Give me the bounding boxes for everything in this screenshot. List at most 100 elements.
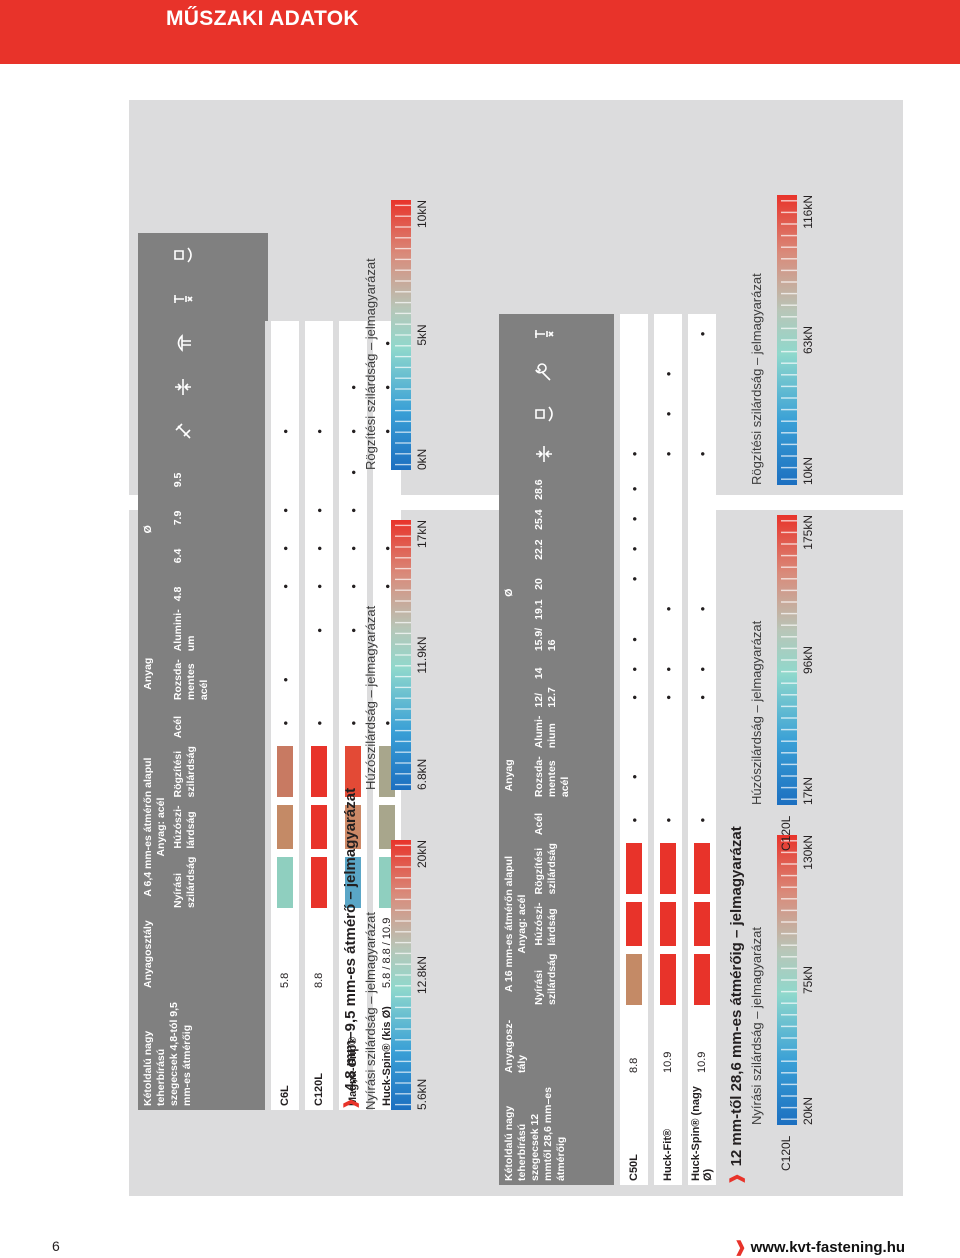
strength-swatch [685,839,716,899]
strength-group-header: A 6,4 mm-es átmérőn alapul Anyag: acél [138,742,168,912]
legend-gradient-bar [391,840,411,1110]
round-head-icon [529,393,617,434]
rivet-head-icon [168,321,268,366]
diameter-group-header: Ø [499,473,529,712]
availability-dot [268,365,302,410]
legend-tick: 11.9kN [415,636,429,674]
availability-dot: • [685,313,716,354]
strength-col-header: Húzószi-lárdság [529,898,617,950]
legend-0: Nyírási szilárdság – jelmagyarázat 20kN 75… [749,835,819,1125]
product-name: Huck-Spin® (nagy Ø) [685,1077,716,1185]
legend-tick: 96kN [801,645,815,675]
availability-dot [651,473,685,504]
availability-dot: • [302,704,336,743]
legend-gradient-bar [391,520,411,790]
diameter-col-header: 9.5 [168,453,268,492]
availability-dot [302,321,336,366]
strength-col-header: Nyírási szilárdság [529,949,617,1009]
material-col-header: Rozsda-mentes acél [168,655,268,705]
product-name: Huck-Fit® [651,1077,685,1185]
availability-dot: • [617,533,651,564]
legend-title-small: ❱4,8 mm–9,5 mm-es átmérő – jelmagyarázat [342,787,359,1110]
availability-dot: • [651,655,685,684]
table-row: Huck-Spin® (nagy Ø) 10.9 • • • • • • [685,313,716,1185]
availability-dot: • [617,801,651,840]
legend-tick: 20kN [801,1096,815,1125]
legend-tick: 6.8kN [415,758,429,790]
legend-prefix: C120L [779,815,793,851]
strength-color-swatch [277,746,293,798]
legend-label: Rögzítési szilárdság – jelmagyarázat [749,273,764,485]
strength-color-swatch [694,953,710,1005]
legend-label: Rögzítési szilárdság – jelmagyarázat [363,258,378,470]
strength-color-swatch [694,843,710,895]
strength-swatch [651,839,685,899]
material-class: 5.8 [268,912,302,992]
diameter-col-header: 4.8 [168,567,268,606]
availability-dot: • [685,433,716,474]
website-link[interactable]: ❱ www.kvt-fastening.hu [734,1239,906,1256]
legend-title-large: ❱12 mm-től 28,6 mm-es átmérőig – jelmagy… [728,826,745,1185]
legend-tick: 130kN [801,835,815,870]
strength-col-header: Nyírási szilárdság [168,852,268,912]
availability-dot: • [617,503,651,534]
legend-tick: 0kN [415,448,429,470]
availability-dot: • [651,433,685,474]
strength-group-header: A 16 mm-es átmérőn alapul Anyag: acél [499,839,529,1009]
table-row: C50L 8.8 • • • • • • • • • • [617,313,651,1185]
availability-dot [685,563,716,594]
strength-swatch [685,898,716,950]
strength-col-header: Rögzítési szilárdság [529,839,617,899]
impact-wrench-icon [168,409,268,454]
availability-dot: • [268,491,302,530]
spec-table-large: Kétoldalú nagy teherbírású szegecsek 12 … [499,175,716,1185]
legend-tick: 20kN [415,840,429,869]
strength-color-swatch [311,856,327,908]
legend-tick: 63kN [801,325,815,355]
legend-1: Húzószilárdság – jelmagyarázat 17kN 96kN 17… [749,515,819,805]
availability-dot: • [685,593,716,624]
class-header: Anyagosz-tály [499,1009,617,1077]
diameter-group-header: Ø [138,453,168,606]
spec-table-small: Kétoldalú nagy teherbírású szegecsek 4,8… [138,100,401,1110]
availability-dot [651,313,685,354]
availability-dot [268,453,302,492]
availability-dot: • [617,473,651,504]
availability-dot: • [617,623,651,656]
material-col-header: Rozsda-mentes acél [529,752,617,802]
availability-dot: • [268,655,302,705]
availability-dot: • [302,567,336,606]
availability-dot: • [617,655,651,684]
strength-swatch [302,742,336,802]
table-title: Kétoldalú nagy teherbírású szegecsek 12 … [499,1077,617,1185]
legend-tick: 17kN [415,520,429,549]
strength-swatch [617,949,651,1009]
material-class: 10.9 [685,1009,716,1077]
availability-dot [651,533,685,564]
availability-dot: • [651,393,685,434]
large-diameter-section: Kétoldalú nagy teherbírású szegecsek 12 … [499,175,829,1185]
legend-2: Rögzítési szilárdság – jelmagyarázat 0kN 5… [363,200,433,470]
thickness-range-icon [168,365,268,410]
availability-dot: • [302,529,336,568]
strength-swatch [651,898,685,950]
strength-color-swatch [694,902,710,946]
legend-tick: 10kN [415,200,429,229]
strength-swatch [268,852,302,912]
availability-dot [617,393,651,434]
availability-dot: • [302,409,336,454]
strength-color-swatch [311,746,327,798]
availability-dot [302,655,336,705]
strength-swatch [685,949,716,1009]
availability-dot: • [617,563,651,594]
availability-dot: • [617,683,651,712]
strength-color-swatch [626,902,642,946]
strength-color-swatch [660,902,676,946]
availability-dot: • [651,593,685,624]
strength-swatch [302,852,336,912]
product-name: C120L [302,992,336,1110]
availability-dot: • [302,605,336,656]
availability-dot: • [302,491,336,530]
strength-color-swatch [660,843,676,895]
material-class: 10.9 [651,1009,685,1077]
